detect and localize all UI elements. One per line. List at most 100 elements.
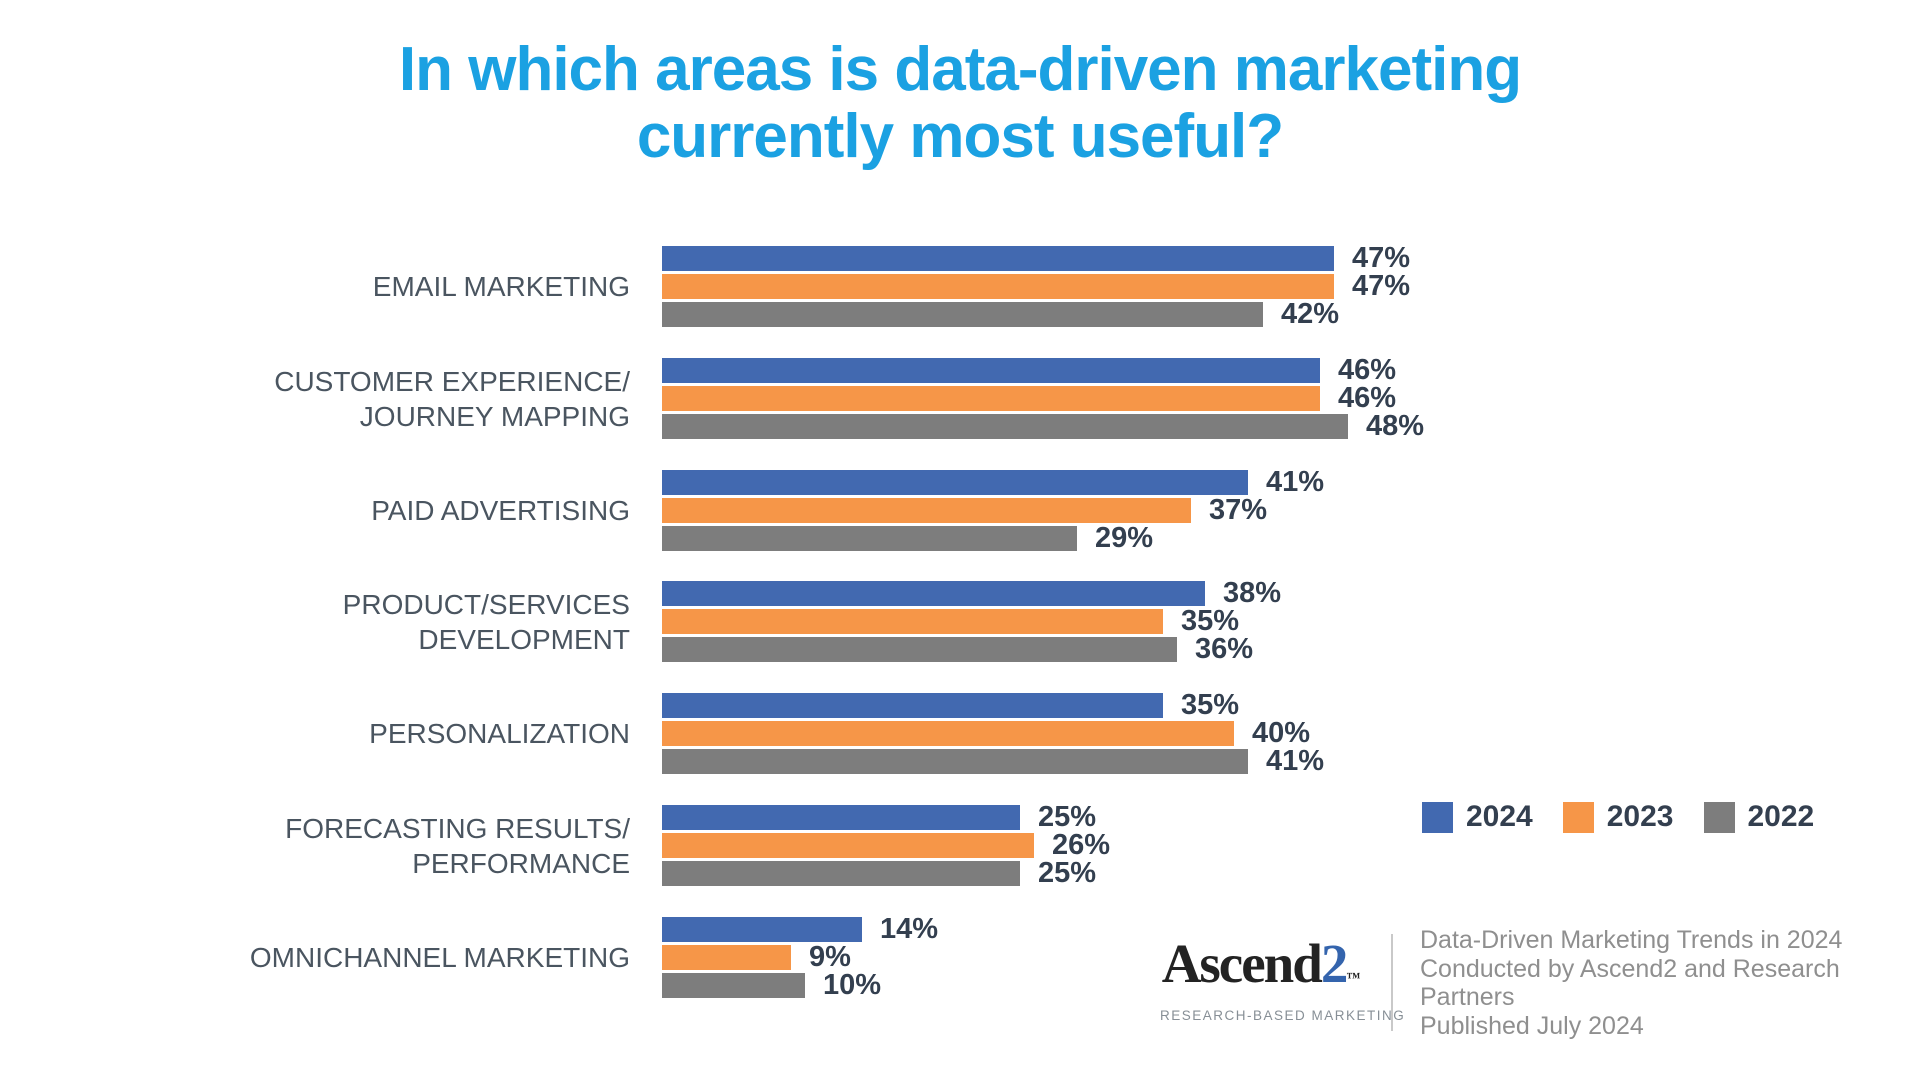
category-label: PAID ADVERTISING [371, 495, 630, 526]
bar-group: PAID ADVERTISING 41% 37% 29% [0, 466, 1920, 554]
bar-2024 [662, 358, 1320, 383]
bar-row: 41% [662, 466, 1324, 498]
ascend2-logo-accent: 2 [1320, 933, 1348, 994]
category-label: FORECASTING RESULTS/PERFORMANCE [285, 812, 630, 879]
bar-row: 35% [662, 605, 1239, 637]
bar-2022 [662, 637, 1177, 662]
value-label: 25% [1038, 857, 1097, 889]
bar-row: 9% [662, 941, 851, 973]
bar-group: CUSTOMER EXPERIENCE/JOURNEY MAPPING 46% 46… [0, 354, 1920, 442]
bar-2022 [662, 749, 1248, 774]
source-attribution: Data-Driven Marketing Trends in 2024 Con… [1420, 926, 1920, 1040]
bar-row: 25% [662, 857, 1096, 889]
value-label: 35% [1181, 605, 1240, 637]
bar-row: 35% [662, 689, 1239, 721]
value-label: 38% [1223, 577, 1282, 609]
bar-2022 [662, 414, 1348, 439]
category-label: PERSONALIZATION [369, 718, 630, 749]
value-label: 48% [1366, 410, 1425, 442]
value-label: 41% [1266, 745, 1325, 777]
bar-row: 25% [662, 801, 1096, 833]
legend-swatch-icon [1422, 801, 1453, 833]
bar-row: 29% [662, 522, 1153, 554]
bar-row: 48% [662, 410, 1424, 442]
value-label: 25% [1038, 801, 1097, 833]
bar-2024 [662, 470, 1248, 495]
value-label: 36% [1195, 633, 1254, 665]
value-label: 41% [1266, 466, 1325, 498]
bar-2023 [662, 833, 1034, 858]
chart-title: In which areas is data-driven marketing … [0, 36, 1920, 170]
bar-2022 [662, 302, 1263, 327]
bar-group: PERSONALIZATION 35% 40% 41% [0, 689, 1920, 777]
source-line-2: Conducted by Ascend2 and Research Partne… [1420, 954, 1840, 1012]
bar-row: 14% [662, 913, 938, 945]
bar-2023 [662, 386, 1320, 411]
legend: 2024 2023 2022 [1422, 800, 1814, 834]
value-label: 29% [1095, 522, 1154, 554]
ascend2-logo: Ascend2™ RESEARCH-BASED MARKETING [1160, 936, 1406, 1023]
bar-group: OMNICHANNEL MARKETING 14% 9% 10% [0, 913, 1920, 1001]
category-label: OMNICHANNEL MARKETING [249, 942, 630, 973]
category-label: CUSTOMER EXPERIENCE/JOURNEY MAPPING [274, 365, 630, 432]
value-label: 42% [1281, 298, 1340, 330]
bar-2024 [662, 693, 1163, 718]
bar-2022 [662, 526, 1077, 551]
bar-row: 41% [662, 745, 1324, 777]
value-label: 26% [1052, 829, 1111, 861]
legend-item-2023: 2023 [1562, 800, 1674, 834]
bar-group: FORECASTING RESULTS/PERFORMANCE 25% 26% 25% [0, 801, 1920, 889]
value-label: 47% [1352, 242, 1411, 274]
bar-2023 [662, 498, 1191, 523]
legend-item-2022: 2022 [1703, 800, 1815, 834]
legend-label: 2023 [1606, 800, 1674, 833]
value-label: 37% [1209, 494, 1268, 526]
bar-row: 46% [662, 382, 1396, 414]
source-line-3: Published July 2024 [1420, 1011, 1644, 1040]
bar-row: 40% [662, 717, 1310, 749]
category-label: EMAIL MARKETING [372, 271, 630, 302]
bar-row: 36% [662, 633, 1253, 665]
legend-item-2024: 2024 [1422, 800, 1533, 834]
ascend2-logo-tagline: RESEARCH-BASED MARKETING [1160, 1008, 1406, 1023]
bar-2024 [662, 917, 862, 942]
value-label: 46% [1338, 382, 1397, 414]
bar-row: 10% [662, 969, 881, 1001]
bar-row: 26% [662, 829, 1110, 861]
bar-group: PRODUCT/SERVICES DEVELOPMENT 38% 35% 36% [0, 577, 1920, 665]
bar-chart: EMAIL MARKETING 47% 47% 42% CUSTOMER EXPERIE… [0, 242, 1920, 1006]
bar-2023 [662, 945, 791, 970]
ascend2-logo-text: Ascend2™ [1160, 936, 1362, 1003]
bar-row: 46% [662, 354, 1396, 386]
bar-group: EMAIL MARKETING 47% 47% 42% [0, 242, 1920, 330]
bar-row: 38% [662, 577, 1281, 609]
bar-row: 47% [662, 270, 1410, 302]
value-label: 40% [1252, 717, 1311, 749]
bar-2024 [662, 246, 1334, 271]
bar-2024 [662, 581, 1205, 606]
bar-2023 [662, 609, 1163, 634]
value-label: 35% [1181, 689, 1240, 721]
value-label: 14% [880, 913, 939, 945]
value-label: 47% [1352, 270, 1411, 302]
trademark-symbol: ™ [1346, 971, 1361, 986]
bar-2024 [662, 805, 1020, 830]
source-line-1: Data-Driven Marketing Trends in 2024 [1420, 926, 1843, 954]
bar-2023 [662, 721, 1234, 746]
bar-2023 [662, 274, 1334, 299]
ascend2-logo-name: Ascend [1161, 933, 1323, 994]
bar-2022 [662, 973, 805, 998]
legend-label: 2024 [1466, 800, 1533, 833]
legend-label: 2022 [1747, 800, 1815, 833]
bar-2022 [662, 861, 1020, 886]
value-label: 9% [809, 941, 851, 973]
bar-row: 42% [662, 298, 1339, 330]
legend-swatch-icon [1562, 801, 1594, 833]
category-label: PRODUCT/SERVICES DEVELOPMENT [342, 588, 630, 655]
footer-divider [1391, 934, 1393, 1031]
bar-row: 47% [662, 242, 1410, 274]
bar-row: 37% [662, 494, 1267, 526]
legend-swatch-icon [1703, 801, 1735, 833]
value-label: 10% [823, 969, 882, 1001]
value-label: 46% [1338, 354, 1397, 386]
